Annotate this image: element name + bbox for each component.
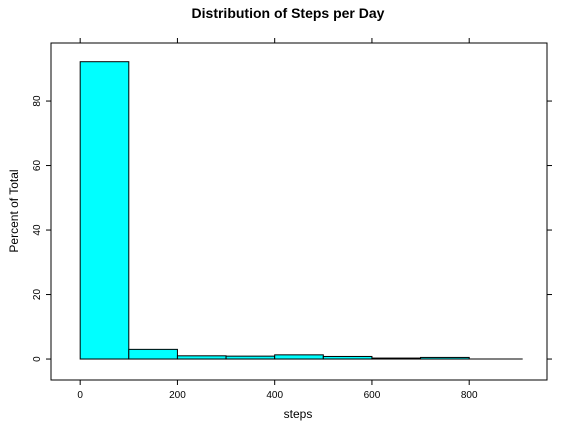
histogram-bar [79,61,130,360]
x-tick-label: 200 [169,390,186,401]
bars-group [79,61,470,360]
plot-frame [50,42,548,381]
ticks-group: 0 200 400 600 800 0 20 40 60 80 [32,38,552,401]
y-tick-label: 40 [32,224,43,236]
x-tick-label: 600 [364,390,381,401]
histogram-bar [274,354,324,360]
x-axis-label: steps [284,407,313,421]
y-tick-label: 0 [32,356,43,362]
y-tick-label: 80 [32,95,43,107]
x-tick-label: 400 [266,390,283,401]
y-tick-label: 20 [32,289,43,301]
y-tick-label: 60 [32,160,43,172]
chart-title: Distribution of Steps per Day [192,5,385,21]
histogram-bar [128,348,178,360]
x-tick-label: 0 [77,390,83,401]
y-axis-label: Percent of Total [7,169,21,252]
x-tick-label: 800 [461,390,478,401]
